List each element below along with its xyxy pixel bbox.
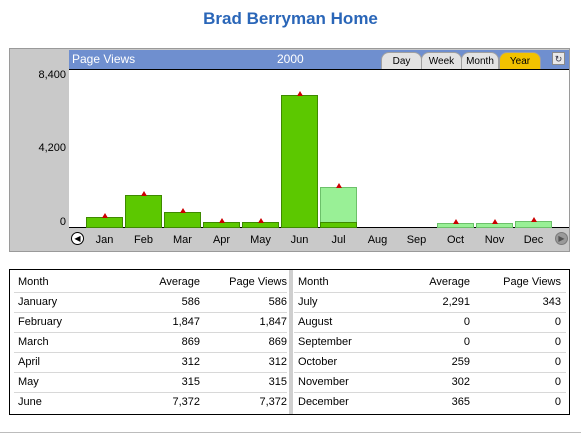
row-separator [294, 392, 566, 393]
table-cell-pageviews: 7,372 [259, 396, 287, 408]
x-tick-label: Aug [367, 234, 388, 246]
table-cell-month: May [18, 376, 39, 388]
header-month-right: Month [298, 276, 329, 288]
x-tick-label: Sep [406, 234, 427, 246]
footer-rule [0, 432, 581, 433]
table-cell-average: 315 [181, 376, 200, 388]
average-marker-jul [335, 182, 342, 188]
table-cell-month: January [18, 296, 58, 308]
row-separator [294, 332, 566, 333]
row-separator [294, 372, 566, 373]
table-cell-month: April [18, 356, 41, 368]
y-tick-8400: 8,400 [38, 69, 66, 81]
table-cell-pageviews: 312 [268, 356, 287, 368]
bar-pageviews-jan[interactable] [86, 217, 123, 228]
table-cell-pageviews: 343 [542, 296, 561, 308]
table-cell-pageviews: 1,847 [259, 316, 287, 328]
tab-month[interactable]: Month [461, 52, 499, 69]
table-cell-month: February [18, 316, 63, 328]
average-marker-oct [452, 219, 459, 225]
table-cell-month: July [298, 296, 318, 308]
table-cell-month: October [298, 356, 338, 368]
table-cell-pageviews: 0 [554, 316, 561, 328]
average-marker-jun [296, 90, 303, 96]
x-tick-label: Feb [134, 234, 153, 246]
table-cell-month: June [18, 396, 42, 408]
average-marker-dec [530, 217, 537, 223]
table-cell-pageviews: 0 [554, 356, 561, 368]
x-axis-bar [69, 229, 569, 250]
header-average: Average [159, 276, 200, 288]
row-separator [14, 292, 287, 293]
x-tick-label: Jul [331, 234, 346, 246]
table-cell-month: November [298, 376, 349, 388]
average-marker-jan [101, 213, 108, 219]
x-tick-label: Dec [523, 234, 544, 246]
table-cell-average: 7,372 [172, 396, 200, 408]
table-cell-pageviews: 0 [554, 396, 561, 408]
table-cell-average: 0 [463, 336, 470, 348]
row-separator [14, 352, 287, 353]
table-cell-pageviews: 0 [554, 336, 561, 348]
bar-pageviews-mar[interactable] [164, 212, 201, 228]
chart-header-year: 2000 [277, 52, 304, 66]
prev-arrow-icon[interactable]: ◀ [71, 232, 84, 245]
table-cell-month: August [298, 316, 333, 328]
x-tick-label: May [250, 234, 271, 246]
x-tick-label: Jan [95, 234, 114, 246]
table-cell-month: March [18, 336, 49, 348]
table-cell-average: 1,847 [172, 316, 200, 328]
tab-day[interactable]: Day [381, 52, 422, 69]
table-cell-pageviews: 869 [268, 336, 287, 348]
row-separator [14, 392, 287, 393]
table-cell-month: December [298, 396, 349, 408]
x-tick-label: Nov [484, 234, 505, 246]
average-marker-apr [218, 218, 225, 224]
bar-pageviews-jun[interactable] [281, 94, 318, 228]
table-cell-average: 2,291 [442, 296, 470, 308]
row-separator [294, 312, 566, 313]
page-title: Brad Berryman Home [203, 9, 378, 28]
row-separator [14, 312, 287, 313]
average-marker-may [257, 218, 264, 224]
table-divider [289, 270, 293, 414]
chart-header-label: Page Views [72, 52, 136, 66]
table-cell-pageviews: 315 [268, 376, 287, 388]
row-separator [14, 332, 287, 333]
table-cell-average: 586 [181, 296, 200, 308]
bar-pageviews-jul[interactable] [320, 221, 357, 228]
y-tick-0: 0 [59, 216, 66, 228]
table-cell-average: 869 [181, 336, 200, 348]
table-cell-average: 0 [463, 316, 470, 328]
table-cell-month: September [298, 336, 352, 348]
header-pageviews: Page Views [229, 276, 287, 288]
x-tick-label: Apr [212, 234, 231, 246]
row-separator [294, 292, 566, 293]
table-cell-average: 365 [451, 396, 470, 408]
bar-average-jul[interactable] [320, 186, 357, 228]
table-cell-average: 302 [451, 376, 470, 388]
row-separator [294, 352, 566, 353]
header-average-right: Average [429, 276, 470, 288]
x-tick-label: Mar [173, 234, 192, 246]
table-cell-pageviews: 0 [554, 376, 561, 388]
refresh-icon[interactable]: ↻ [552, 52, 565, 65]
header-month: Month [18, 276, 49, 288]
table-cell-average: 259 [451, 356, 470, 368]
x-tick-label: Oct [446, 234, 465, 246]
average-marker-mar [179, 208, 186, 214]
table-cell-pageviews: 586 [268, 296, 287, 308]
tab-year[interactable]: Year [499, 52, 541, 69]
bar-pageviews-feb[interactable] [125, 194, 162, 228]
average-marker-nov [491, 218, 498, 224]
y-tick-4200: 4,200 [38, 142, 66, 154]
average-marker-feb [140, 190, 147, 196]
tab-week[interactable]: Week [421, 52, 462, 69]
header-pageviews-right: Page Views [503, 276, 561, 288]
table-cell-average: 312 [181, 356, 200, 368]
row-separator [14, 372, 287, 373]
x-tick-label: Jun [290, 234, 309, 246]
next-arrow-icon[interactable]: ▶ [555, 232, 568, 245]
